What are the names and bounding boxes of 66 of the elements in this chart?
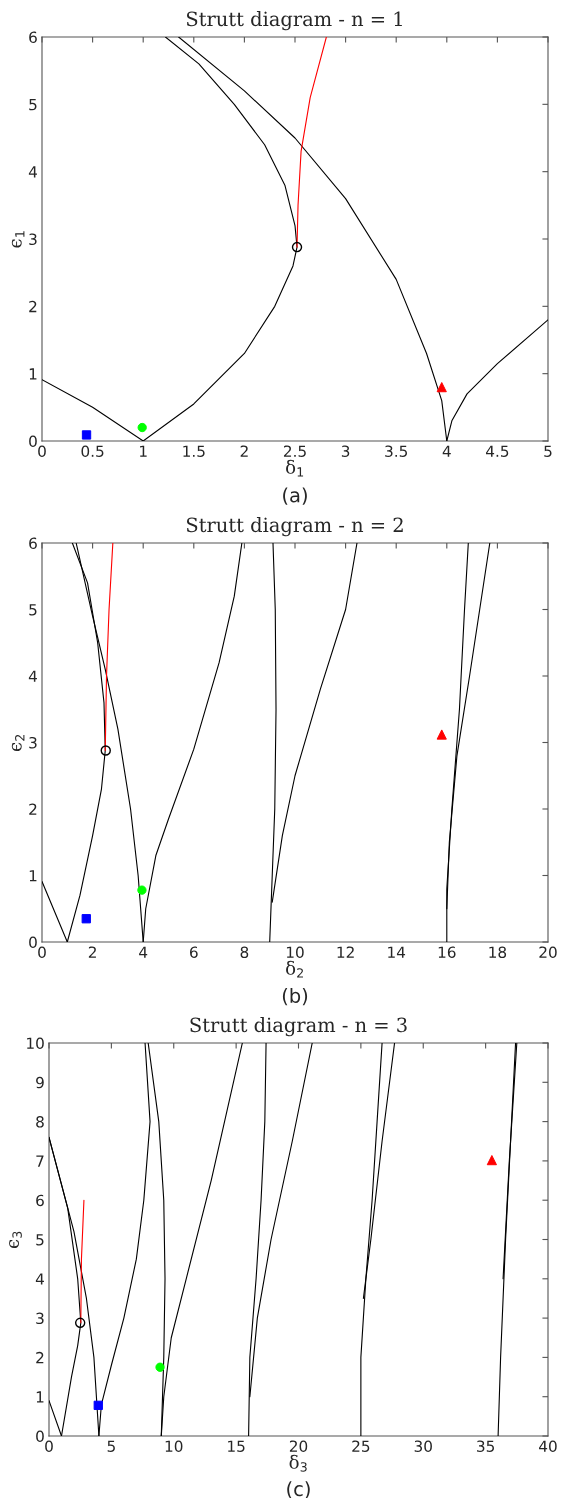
y-tick-label: 0 bbox=[36, 1430, 44, 1443]
x-tick-label: 10 bbox=[165, 1440, 183, 1452]
x-tick-label: 14 bbox=[388, 946, 406, 958]
x-tick-label: 15 bbox=[228, 1440, 245, 1452]
x-tick-label: 3 bbox=[341, 445, 350, 457]
x-tick-label: 5 bbox=[544, 445, 552, 457]
chart-title: Strutt diagram - n = 2 bbox=[187, 517, 403, 537]
x-tick-label: 10 bbox=[286, 946, 304, 958]
y-tick-label: 3 bbox=[36, 1312, 44, 1325]
y-tick-label: 6 bbox=[29, 537, 37, 550]
x-tick-label: 6 bbox=[190, 946, 198, 958]
y-tick-label: 2 bbox=[29, 300, 37, 313]
x-tick-label: 1.5 bbox=[183, 445, 205, 457]
x-tick-label: 30 bbox=[414, 1440, 432, 1452]
y-tick-label: 7 bbox=[36, 1155, 44, 1167]
y-axis-title: ϵ$_{2}$ bbox=[11, 734, 25, 752]
y-tick-label: 8 bbox=[36, 1116, 44, 1128]
y-tick-label: 4 bbox=[28, 670, 37, 682]
x-tick-label: 3.5 bbox=[385, 445, 408, 457]
y-tick-label: 1 bbox=[36, 1391, 44, 1403]
x-tick-label: 2.5 bbox=[283, 445, 306, 457]
y-tick-label: 2 bbox=[29, 803, 37, 815]
x-tick-label: 18 bbox=[489, 946, 507, 958]
y-axis-title: ϵ$_{3}$ bbox=[9, 1231, 22, 1249]
y-tick-label: 2 bbox=[36, 1351, 44, 1364]
x-axis-title: δ$_{3}$ bbox=[289, 1454, 307, 1472]
x-tick-label: 16 bbox=[438, 946, 456, 958]
chart-title: Strutt diagram - n = 3 bbox=[190, 1017, 407, 1037]
x-tick-label: 2 bbox=[88, 946, 96, 958]
y-tick-label: 1 bbox=[29, 368, 37, 380]
x-tick-label: 8 bbox=[240, 946, 249, 958]
y-tick-label: 5 bbox=[29, 604, 37, 616]
y-tick-label: 1 bbox=[29, 870, 37, 882]
y-tick-label: 10 bbox=[27, 1037, 44, 1050]
x-tick-label: 1 bbox=[140, 445, 147, 457]
text: (c) bbox=[287, 1481, 310, 1498]
x-tick-label: 12 bbox=[337, 946, 354, 958]
y-tick-label: 9 bbox=[36, 1076, 44, 1089]
x-tick-label: 25 bbox=[352, 1440, 370, 1452]
x-tick-label: 4 bbox=[442, 445, 451, 457]
y-tick-label: 5 bbox=[36, 1234, 44, 1246]
x-tick-label: 5 bbox=[107, 1440, 115, 1452]
x-tick-label: 0.5 bbox=[81, 445, 104, 457]
x-tick-label: 20 bbox=[289, 1440, 308, 1452]
y-tick-label: 6 bbox=[36, 1194, 44, 1207]
x-tick-label: 0 bbox=[45, 1440, 53, 1452]
y-tick-label: 5 bbox=[29, 99, 37, 111]
y-tick-label: 0 bbox=[29, 435, 37, 448]
y-tick-label: 4 bbox=[28, 166, 37, 178]
x-tick-label: 2 bbox=[240, 445, 248, 457]
x-tick-label: 35 bbox=[477, 1440, 495, 1452]
x-tick-label: 40 bbox=[539, 1440, 557, 1452]
x-axis-title: δ$_{1}$ bbox=[286, 459, 304, 477]
y-axis-title: ϵ$_{1}$ bbox=[11, 231, 25, 248]
x-tick-label: 4.5 bbox=[486, 445, 509, 457]
x-tick-label: 20 bbox=[539, 946, 557, 958]
y-tick-label: 4 bbox=[35, 1273, 44, 1285]
y-tick-label: 3 bbox=[29, 233, 37, 246]
y-tick-label: 3 bbox=[29, 736, 37, 749]
x-axis-title: δ$_{2}$ bbox=[286, 960, 303, 978]
text: (a) bbox=[283, 487, 307, 505]
y-tick-label: 6 bbox=[29, 31, 37, 44]
x-tick-label: 4 bbox=[139, 946, 148, 958]
text: (b) bbox=[282, 987, 308, 1006]
chart-title: Strutt diagram - n = 1 bbox=[187, 11, 402, 31]
y-tick-label: 0 bbox=[29, 936, 37, 949]
